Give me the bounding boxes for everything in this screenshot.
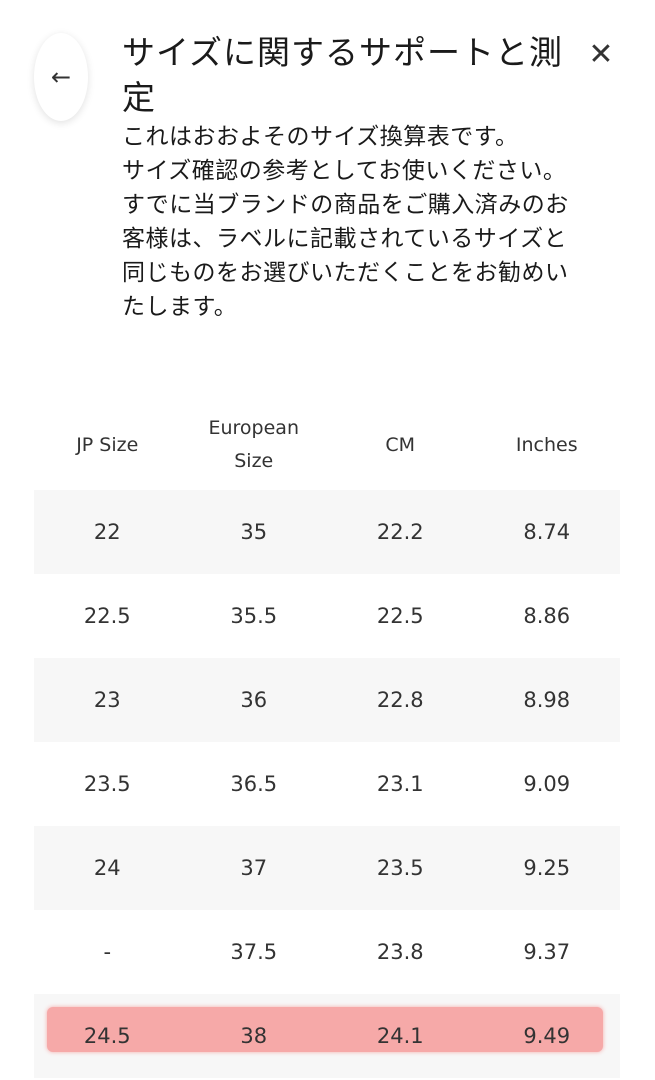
table-cell: 9.37 xyxy=(523,940,571,964)
table-cell: 36 xyxy=(240,688,268,712)
table-row: 24 37 23.5 9.25 xyxy=(34,826,620,910)
back-button[interactable]: ← xyxy=(34,33,88,121)
table-cell: 8.86 xyxy=(523,604,571,628)
table-row: 24.5 38 24.1 9.49 xyxy=(34,994,620,1078)
table-cell: 23.1 xyxy=(376,772,424,796)
table-cell: 35.5 xyxy=(230,604,278,628)
table-row: 23 36 22.8 8.98 xyxy=(34,658,620,742)
table-row: 23.5 36.5 23.1 9.09 xyxy=(34,742,620,826)
table-cell: 22.8 xyxy=(376,688,424,712)
description: これはおおよそのサイズ換算表です。 サイズ確認の参考としてお使いください。 すで… xyxy=(122,124,569,320)
table-cell: 37.5 xyxy=(230,940,278,964)
header-european-size: European Size xyxy=(208,417,299,472)
table-cell: 9.49 xyxy=(523,1024,571,1048)
size-table: JP Size European Size CM Inches 22 35 22.2… xyxy=(34,400,620,1078)
table-cell: 8.98 xyxy=(523,688,571,712)
close-button[interactable]: ✕ xyxy=(584,36,618,72)
table-cell: 22.5 xyxy=(83,604,131,628)
table-cell: 9.09 xyxy=(523,772,571,796)
table-row: 22.5 35.5 22.5 8.86 xyxy=(34,574,620,658)
table-cell: - xyxy=(103,940,112,964)
table-row: 22 35 22.2 8.74 xyxy=(34,490,620,574)
header-jp-size: JP Size xyxy=(76,433,139,456)
header-inches: Inches xyxy=(515,433,578,456)
table-cell: 23.5 xyxy=(83,772,131,796)
table-cell: 23 xyxy=(93,688,121,712)
table-cell: 24.5 xyxy=(83,1024,131,1048)
table-cell: 37 xyxy=(240,856,268,880)
page-title: サイズに関するサポートと測定 xyxy=(122,33,564,117)
table-row: - 37.5 23.8 9.37 xyxy=(34,910,620,994)
table-cell: 35 xyxy=(240,520,268,544)
table-cell: 23.8 xyxy=(376,940,424,964)
table-cell: 24.1 xyxy=(376,1024,424,1048)
header-cm: CM xyxy=(385,433,416,456)
row-highlight xyxy=(47,1007,603,1052)
table-cell: 22.5 xyxy=(376,604,424,628)
table-cell: 38 xyxy=(240,1024,268,1048)
table-cell: 22 xyxy=(93,520,121,544)
table-cell: 8.74 xyxy=(523,520,571,544)
close-icon: ✕ xyxy=(588,36,614,72)
table-cell: 23.5 xyxy=(376,856,424,880)
table-cell: 24 xyxy=(93,856,121,880)
table-cell: 22.2 xyxy=(376,520,424,544)
table-cell: 36.5 xyxy=(230,772,278,796)
arrow-left-icon: ← xyxy=(50,63,72,91)
table-cell: 9.25 xyxy=(523,856,571,880)
table-header: JP Size European Size CM Inches xyxy=(34,400,620,490)
